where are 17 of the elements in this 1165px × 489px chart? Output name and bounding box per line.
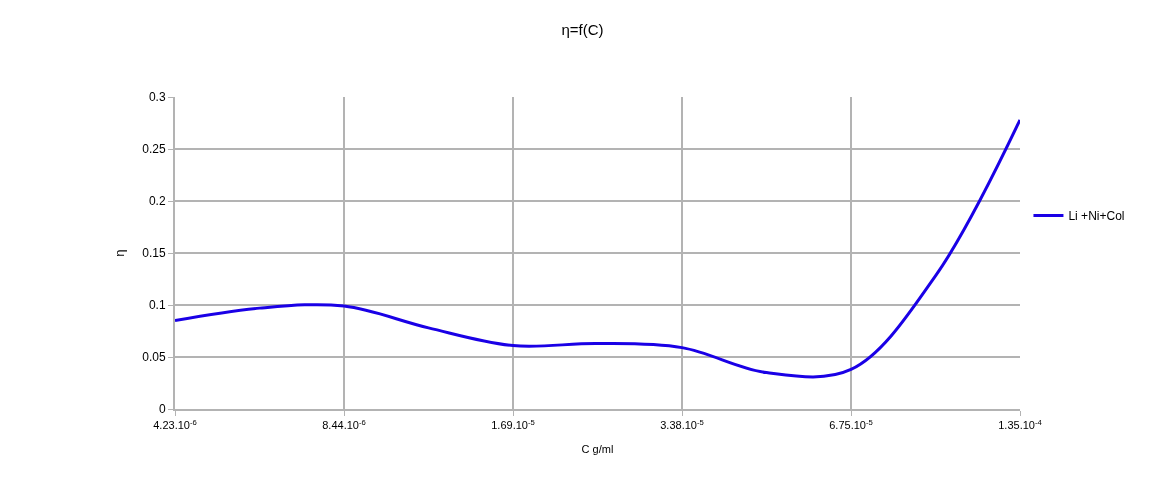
y-tick-label: 0.15 [142, 246, 166, 261]
y-tick-label: 0.1 [148, 298, 166, 313]
y-tick-label: 0.25 [142, 142, 166, 157]
x-tick-label: 8.44.10$^{-6}$ [322, 417, 366, 432]
x-tick-label: 4.23.10$^{-6}$ [153, 417, 197, 432]
x-axis-title: C g/ml [581, 442, 614, 455]
chart-title: η=f(C) [561, 20, 604, 38]
x-tick-label: 6.75.10$^{-5}$ [829, 417, 873, 432]
y-tick-label: 0.3 [148, 90, 166, 105]
y-axis-title: η [111, 249, 127, 257]
x-tick-label: 3.38.10$^{-5}$ [660, 417, 704, 432]
y-tick-label: 0 [158, 402, 166, 417]
x-tick-label: 1.69.10$^{-5}$ [491, 417, 535, 432]
y-tick-label: 0.2 [148, 194, 166, 209]
y-tick-label: 0.05 [142, 350, 166, 365]
legend-label: Li +Ni+Col [1068, 209, 1125, 224]
x-tick-label: 1.35.10$^{-4}$ [998, 417, 1043, 432]
